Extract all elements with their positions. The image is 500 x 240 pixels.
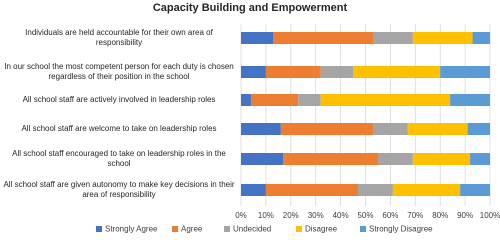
bar-segment xyxy=(392,184,461,196)
x-tick-label: 10% xyxy=(258,211,274,220)
x-tick-label: 40% xyxy=(333,211,349,220)
bar-segment xyxy=(241,184,266,196)
x-tick-label: 60% xyxy=(382,211,398,220)
legend-swatch xyxy=(172,226,178,232)
bar-segment xyxy=(241,66,266,78)
bar-segment xyxy=(407,123,468,135)
x-tick-label: 50% xyxy=(357,211,373,220)
bar-segment xyxy=(241,94,251,106)
legend-swatch xyxy=(296,226,302,232)
bar-segment xyxy=(320,94,451,106)
x-tick-label: 20% xyxy=(283,211,299,220)
bar-segment xyxy=(472,32,490,44)
x-tick-label: 90% xyxy=(457,211,473,220)
bar-segment xyxy=(460,184,490,196)
bar-segment xyxy=(377,153,413,165)
bar-segment xyxy=(467,123,490,135)
legend-swatch xyxy=(224,226,230,232)
bar-segment xyxy=(241,123,281,135)
bar-segment xyxy=(353,66,441,78)
legend-label: Undecided xyxy=(233,225,271,234)
y-tick-label: All school staff are actively involved i… xyxy=(22,95,216,104)
bar-segment xyxy=(358,184,393,196)
legend-swatch xyxy=(96,226,102,232)
bar-segment xyxy=(470,153,490,165)
bar-segment xyxy=(273,32,373,44)
bar-segment xyxy=(241,153,284,165)
x-tick-label: 30% xyxy=(308,211,324,220)
y-tick-label: All school staff are welcome to take on … xyxy=(21,124,217,133)
x-tick-label: 100% xyxy=(480,211,500,220)
y-tick-label: All school staff encouraged to take on l… xyxy=(12,149,226,168)
y-tick-label: Individuals are held accountable for the… xyxy=(25,28,213,47)
x-tick-label: 70% xyxy=(407,211,423,220)
bar-segment xyxy=(250,94,299,106)
bar-segment xyxy=(298,94,321,106)
bar-segment xyxy=(265,66,321,78)
bar-segment xyxy=(440,66,490,78)
bar-segment xyxy=(412,153,471,165)
legend-label: Agree xyxy=(181,225,203,234)
legend-label: Strongly Disagree xyxy=(369,225,433,234)
bar-segment xyxy=(412,32,473,44)
y-tick-label: All school staff are given autonomy to m… xyxy=(3,180,235,199)
y-tick-label: In our school the most competent person … xyxy=(4,62,234,81)
bar-segment xyxy=(283,153,378,165)
legend-swatch xyxy=(360,226,366,232)
x-tick-label: 80% xyxy=(432,211,448,220)
x-tick-label: 0% xyxy=(235,211,247,220)
bar-segment xyxy=(372,32,413,44)
legend-label: Strongly Agree xyxy=(105,225,158,234)
bar-segment xyxy=(241,32,274,44)
legend-label: Disagree xyxy=(305,225,338,234)
chart-title: Capacity Building and Empowerment xyxy=(153,2,348,14)
bar-segment xyxy=(280,123,373,135)
bar-segment xyxy=(320,66,354,78)
bar-segment xyxy=(372,123,408,135)
bar-segment xyxy=(265,184,359,196)
bar-segment xyxy=(450,94,490,106)
